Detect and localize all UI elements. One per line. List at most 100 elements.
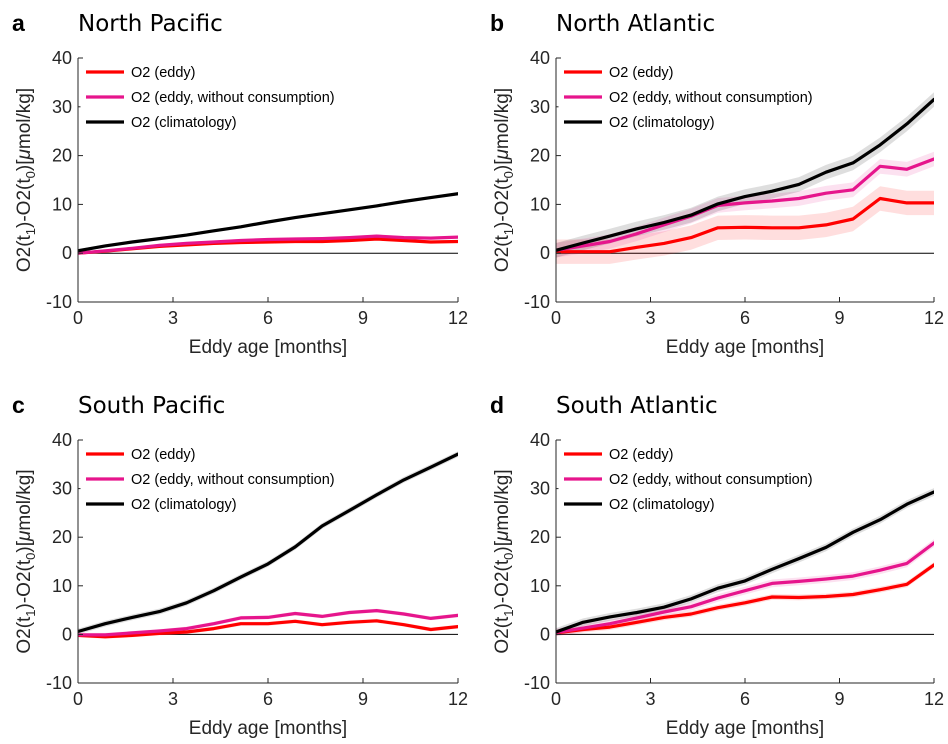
y-tick-label: 0 xyxy=(62,243,72,263)
y-axis-label: O2(t1)-O2(t0)[μmol/kg] xyxy=(14,469,38,653)
legend-label: O2 (eddy) xyxy=(131,447,195,463)
x-tick-label: 12 xyxy=(448,308,468,328)
panel-title: North Atlantic xyxy=(556,11,715,37)
legend-label: O2 (climatology) xyxy=(131,115,237,131)
x-tick-label: 12 xyxy=(448,689,468,709)
panel-letter: c xyxy=(12,392,25,418)
x-tick-label: 0 xyxy=(551,689,561,709)
legend: O2 (eddy) O2 (eddy, without consumption) O… xyxy=(558,442,865,516)
y-axis-label-part: μ xyxy=(492,149,513,161)
y-tick-label: -10 xyxy=(524,292,550,312)
y-axis-label-part: )-O2(t xyxy=(492,178,513,228)
y-axis-label-part: )[ xyxy=(14,159,35,171)
y-axis-label-part: 1 xyxy=(501,228,516,235)
x-tick-label: 0 xyxy=(73,689,83,709)
series-line-2 xyxy=(78,608,458,637)
series-line-2 xyxy=(556,157,934,252)
y-tick-label: 20 xyxy=(52,146,72,166)
plot-area xyxy=(556,488,934,637)
panel-letter: b xyxy=(490,10,504,36)
y-axis-label-part: )[ xyxy=(492,159,513,171)
legend-label: O2 (climatology) xyxy=(131,497,237,513)
y-tick-label: 0 xyxy=(540,624,550,644)
panel-letter: d xyxy=(490,392,504,418)
plot-area xyxy=(556,92,934,264)
x-axis-label: Eddy age [months] xyxy=(666,337,824,358)
y-tick-label: 10 xyxy=(530,194,550,214)
y-axis-label-part: 1 xyxy=(501,609,516,616)
series-line-2 xyxy=(78,234,458,255)
uncertainty-band-1 xyxy=(556,562,934,636)
y-axis-label-part: )-O2(t xyxy=(492,559,513,609)
y-axis-label-part: 1 xyxy=(23,228,38,235)
y-tick-label: -10 xyxy=(46,673,72,693)
x-tick-label: 3 xyxy=(168,689,178,709)
legend-label: O2 (eddy) xyxy=(131,65,195,81)
y-tick-label: 10 xyxy=(530,576,550,596)
legend: O2 (eddy) O2 (eddy, without consumption) O… xyxy=(80,60,382,134)
y-axis-label-part: O2(t xyxy=(492,234,513,272)
y-tick-label: -10 xyxy=(524,673,550,693)
x-tick-label: 6 xyxy=(740,689,750,709)
y-axis-label-part: )[ xyxy=(492,540,513,552)
series-line-3 xyxy=(556,490,934,634)
y-tick-label: 0 xyxy=(62,624,72,644)
legend-label: O2 (eddy, without consumption) xyxy=(131,472,335,488)
y-axis-label-part: )-O2(t xyxy=(14,178,35,228)
uncertainty-band-2 xyxy=(556,151,934,258)
x-tick-label: 9 xyxy=(834,308,844,328)
legend-label: O2 (eddy) xyxy=(609,447,673,463)
panel-title: South Pacific xyxy=(78,393,225,419)
series-line-2 xyxy=(556,541,934,635)
x-tick-label: 3 xyxy=(645,308,655,328)
series-line-1 xyxy=(78,619,458,639)
y-tick-label: 30 xyxy=(52,479,72,499)
plot-area xyxy=(78,451,458,639)
x-tick-label: 0 xyxy=(73,308,83,328)
uncertainty-band-2 xyxy=(556,539,934,637)
y-axis-label: O2(t1)-O2(t0)[μmol/kg] xyxy=(492,88,516,272)
series-line-3 xyxy=(78,452,458,634)
y-tick-label: 0 xyxy=(540,243,550,263)
x-tick-label: 6 xyxy=(740,308,750,328)
series-line-1 xyxy=(556,196,934,254)
series-line-3 xyxy=(78,192,458,253)
legend-label: O2 (climatology) xyxy=(609,497,715,513)
y-axis-label-part: μ xyxy=(492,530,513,542)
y-axis-label-part: )-O2(t xyxy=(14,559,35,609)
x-tick-label: 9 xyxy=(358,689,368,709)
x-tick-label: 9 xyxy=(358,308,368,328)
y-tick-label: 40 xyxy=(530,48,550,68)
series-line-3 xyxy=(556,97,934,252)
legend-label: O2 (eddy, without consumption) xyxy=(609,90,813,106)
x-axis-label: Eddy age [months] xyxy=(666,718,824,739)
y-axis-label-part: mol/kg] xyxy=(14,88,35,149)
x-axis-label: Eddy age [months] xyxy=(189,718,347,739)
x-tick-label: 12 xyxy=(924,689,944,709)
legend-label: O2 (eddy) xyxy=(609,65,673,81)
y-axis-label-part: 0 xyxy=(23,553,38,560)
legend-label: O2 (climatology) xyxy=(609,115,715,131)
legend-box xyxy=(558,442,865,516)
y-tick-label: 10 xyxy=(52,576,72,596)
x-tick-label: 0 xyxy=(551,308,561,328)
x-tick-label: 6 xyxy=(263,689,273,709)
x-tick-label: 9 xyxy=(834,689,844,709)
y-axis-label-part: 0 xyxy=(501,171,516,178)
x-tick-label: 12 xyxy=(924,308,944,328)
x-tick-label: 3 xyxy=(645,689,655,709)
y-axis-label-part: O2(t xyxy=(492,616,513,654)
y-axis-label-part: mol/kg] xyxy=(492,88,513,149)
legend: O2 (eddy) O2 (eddy, without consumption) O… xyxy=(80,442,335,516)
y-tick-label: 20 xyxy=(530,527,550,547)
y-tick-label: 30 xyxy=(530,479,550,499)
y-axis-label-part: O2(t xyxy=(14,616,35,654)
x-tick-label: 3 xyxy=(168,308,178,328)
y-axis-label-part: 0 xyxy=(501,553,516,560)
legend-label: O2 (eddy, without consumption) xyxy=(609,472,813,488)
y-axis-label-part: μ xyxy=(14,149,35,161)
y-axis-label-part: mol/kg] xyxy=(492,469,513,530)
